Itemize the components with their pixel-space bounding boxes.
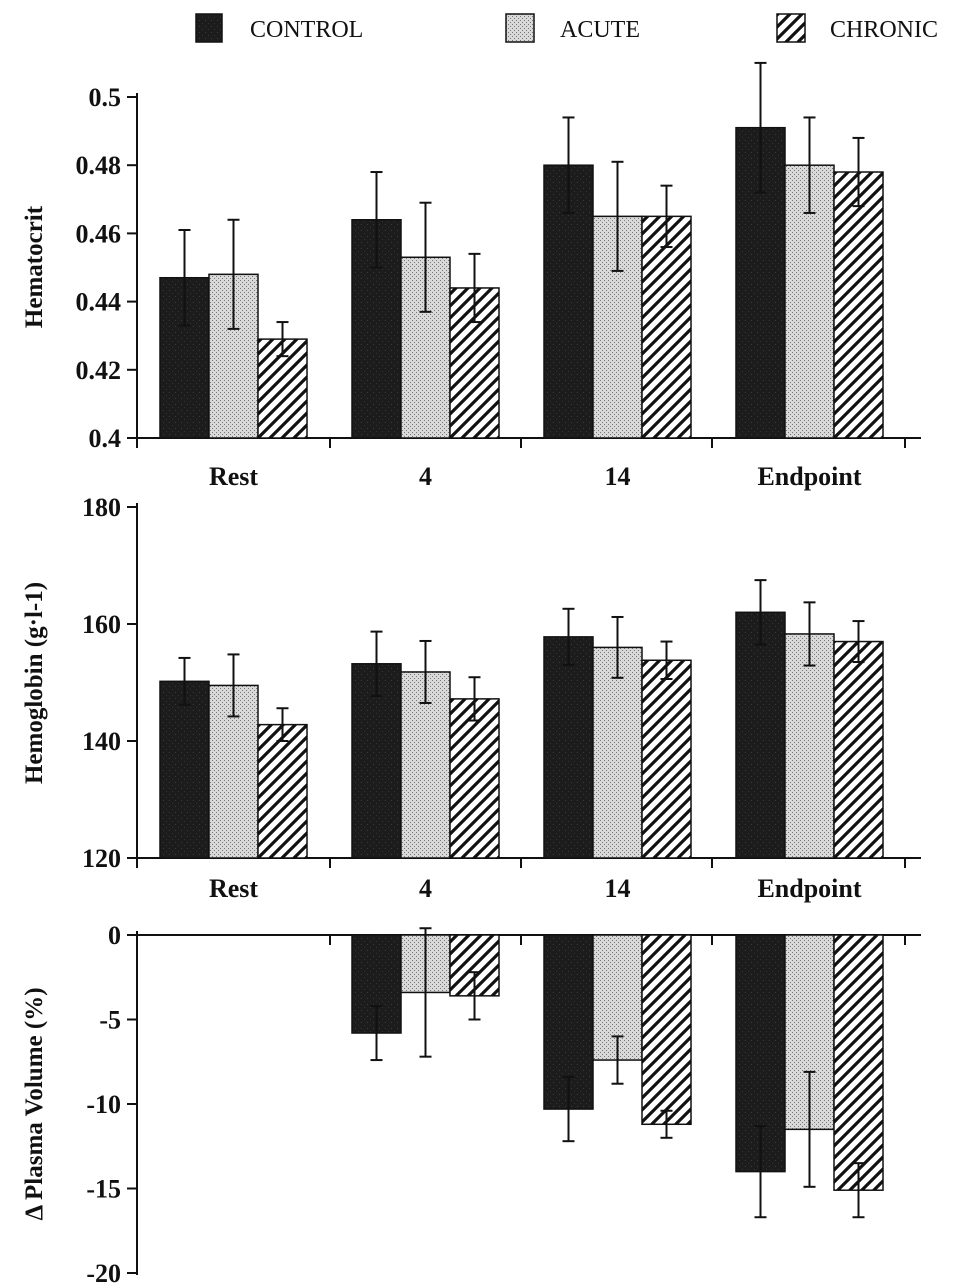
hematocrit-y-tick-label: 0.42 [76,356,122,385]
hemoglobin-bar-acute-endpoint [784,633,835,859]
hemoglobin-error-bar-chronic-day14 [660,640,673,680]
legend-swatch-chronic [776,13,806,43]
hemoglobin-y-tick-label: 160 [82,610,121,639]
hemoglobin-category-label-rest: Rest [209,874,258,903]
legend-label-control: CONTROL [250,17,363,43]
hematocrit-y-tick-label: 0.48 [76,151,122,180]
legend-swatch-acute [505,13,535,43]
hematocrit-error-bar-acute-endpoint [803,116,816,214]
hemoglobin-y-tick-label: 180 [82,493,121,522]
hemoglobin-error-bar-acute-day4 [419,639,432,704]
hematocrit-error-bar-control-rest [178,228,191,327]
plasma-volume-panel: 0 -5 -10 -15 -20 Δ Plasma Volume (%) [21,921,921,1285]
hemoglobin-error-bar-acute-endpoint [803,601,816,667]
hematocrit-category-label-day4: 4 [419,462,432,491]
hematocrit-error-bar-acute-rest [227,218,240,330]
hematocrit-error-bar-chronic-day14 [660,184,673,249]
plasma-volume-bar-chronic-day14 [641,934,692,1126]
legend-swatch-control [195,13,223,43]
hemoglobin-bar-chronic-rest [257,723,308,859]
hemoglobin-bar-chronic-day4 [449,698,500,859]
hemoglobin-error-bar-acute-day14 [611,615,624,679]
hemoglobin-error-bar-chronic-day4 [468,676,481,722]
plasma-volume-y-tick-label: -10 [86,1090,121,1119]
hemoglobin-panel: 120 140 160 180 Hemoglobin (g·l-1) Rest 4 14 End… [21,493,921,903]
hematocrit-error-bar-acute-day14 [611,160,624,272]
hemoglobin-y-tick-label: 120 [82,844,121,873]
hematocrit-bar-chronic-day14 [641,215,692,439]
hemoglobin-category-label-day14: 14 [605,874,631,903]
hematocrit-error-bar-control-endpoint [754,61,767,194]
hematocrit-category-label-endpoint: Endpoint [757,462,861,491]
plasma-volume-error-bar-acute-day14 [611,1035,624,1085]
plasma-volume-y-tick-label: 0 [108,921,121,950]
hemoglobin-bar-acute-day14 [592,646,643,859]
hemoglobin-error-bar-chronic-endpoint [852,620,865,664]
hematocrit-error-bar-chronic-rest [276,321,289,358]
hematocrit-category-label-rest: Rest [209,462,258,491]
hematocrit-y-tick-label: 0.4 [89,424,122,453]
hematocrit-y-tick-label: 0.46 [76,219,122,248]
hemoglobin-bar-control-endpoint [735,611,786,859]
hemoglobin-error-bar-control-rest [178,656,191,706]
plasma-volume-bar-chronic-endpoint [833,934,884,1191]
legend-label-chronic: CHRONIC [830,17,938,43]
plasma-volume-error-bar-acute-endpoint [803,1070,816,1188]
hemoglobin-error-bar-control-day14 [562,607,575,666]
hemoglobin-y-axis-label: Hemoglobin (g·l-1) [21,582,48,784]
hemoglobin-bar-control-day14 [543,636,594,859]
plasma-volume-y-tick-label: -15 [86,1175,121,1204]
plasma-volume-y-axis-label: Δ Plasma Volume (%) [21,987,48,1220]
hematocrit-y-axis-label: Hematocrit [21,205,48,328]
hematocrit-error-bar-chronic-day4 [468,252,481,324]
plasma-volume-error-bar-control-day4 [370,1004,383,1062]
plasma-volume-error-bar-chronic-day4 [468,971,481,1021]
hemoglobin-bar-chronic-endpoint [833,640,884,859]
plasma-volume-error-bar-control-endpoint [754,1124,767,1219]
legend-item-chronic: CHRONIC [776,13,938,43]
hemoglobin-error-bar-control-day4 [370,630,383,697]
plasma-volume-y-tick-label: -20 [86,1259,121,1285]
legend-item-acute: ACUTE [505,13,640,43]
hemoglobin-bar-chronic-day14 [641,659,692,859]
hemoglobin-error-bar-chronic-rest [276,707,289,742]
hematocrit-panel: 0.4 0.42 0.44 0.46 0.48 0.5 Hematocrit Rest 4 14 E… [21,61,921,491]
legend: CONTROL ACUTE CHRONIC [195,13,938,43]
plasma-volume-error-bar-chronic-day14 [660,1109,673,1139]
plasma-volume-y-tick-label: -5 [99,1006,121,1035]
hematocrit-error-bar-acute-day4 [419,201,432,313]
hemoglobin-y-tick-label: 140 [82,727,121,756]
plasma-volume-error-bar-chronic-endpoint [852,1162,865,1219]
hematocrit-bar-chronic-endpoint [833,171,884,439]
hemoglobin-bar-control-rest [159,680,210,859]
legend-item-control: CONTROL [195,13,363,43]
hemoglobin-category-label-endpoint: Endpoint [757,874,861,903]
plasma-volume-error-bar-control-day14 [562,1075,575,1143]
hemoglobin-error-bar-acute-rest [227,653,240,718]
plasma-volume-error-bar-acute-day4 [419,927,432,1058]
hematocrit-category-label-day14: 14 [605,462,631,491]
hematocrit-error-bar-control-day14 [562,116,575,214]
hematocrit-error-bar-control-day4 [370,171,383,269]
hematocrit-y-tick-label: 0.5 [89,83,122,112]
hematocrit-y-tick-label: 0.44 [76,288,122,317]
hemoglobin-error-bar-control-endpoint [754,579,767,646]
hemoglobin-category-label-day4: 4 [419,874,432,903]
legend-label-acute: ACUTE [560,17,640,43]
hematocrit-error-bar-chronic-endpoint [852,136,865,208]
